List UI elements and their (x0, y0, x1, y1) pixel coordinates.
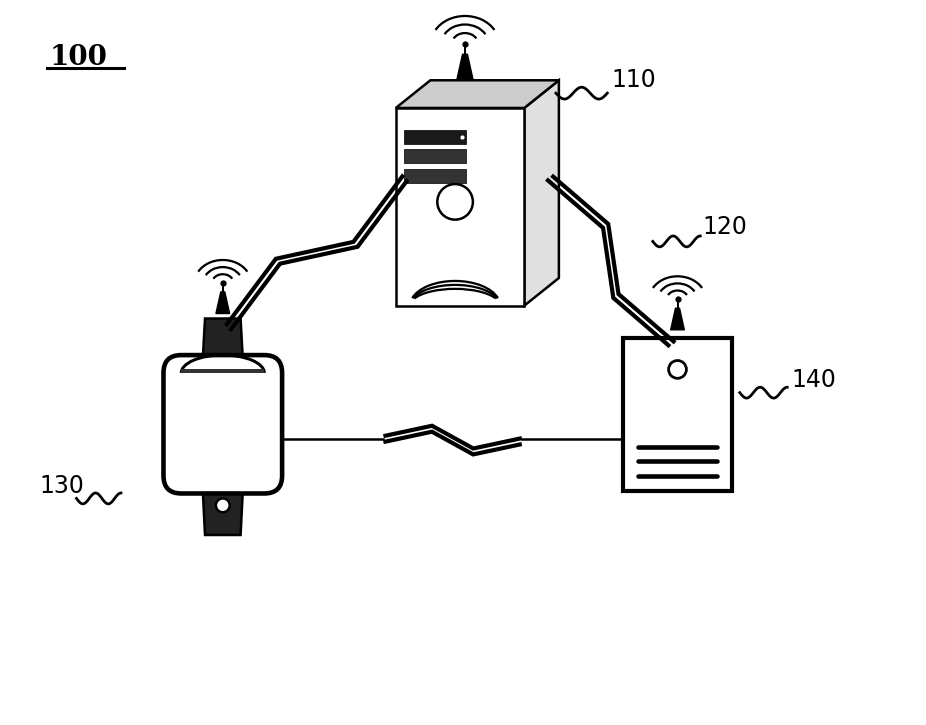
Polygon shape (202, 476, 244, 535)
Text: 130: 130 (40, 473, 85, 497)
Polygon shape (181, 369, 264, 373)
Polygon shape (404, 149, 467, 163)
Polygon shape (395, 108, 524, 306)
Polygon shape (395, 80, 559, 108)
Polygon shape (670, 308, 684, 330)
FancyBboxPatch shape (164, 355, 282, 494)
Text: 100: 100 (50, 44, 107, 71)
Text: 120: 120 (702, 215, 747, 239)
Text: 110: 110 (611, 68, 656, 92)
Polygon shape (623, 338, 732, 491)
Polygon shape (404, 130, 467, 144)
Polygon shape (404, 169, 467, 183)
Polygon shape (216, 292, 230, 314)
Polygon shape (457, 54, 473, 80)
Circle shape (216, 498, 230, 513)
Text: 140: 140 (791, 368, 836, 392)
Polygon shape (202, 318, 244, 373)
Polygon shape (524, 80, 559, 306)
